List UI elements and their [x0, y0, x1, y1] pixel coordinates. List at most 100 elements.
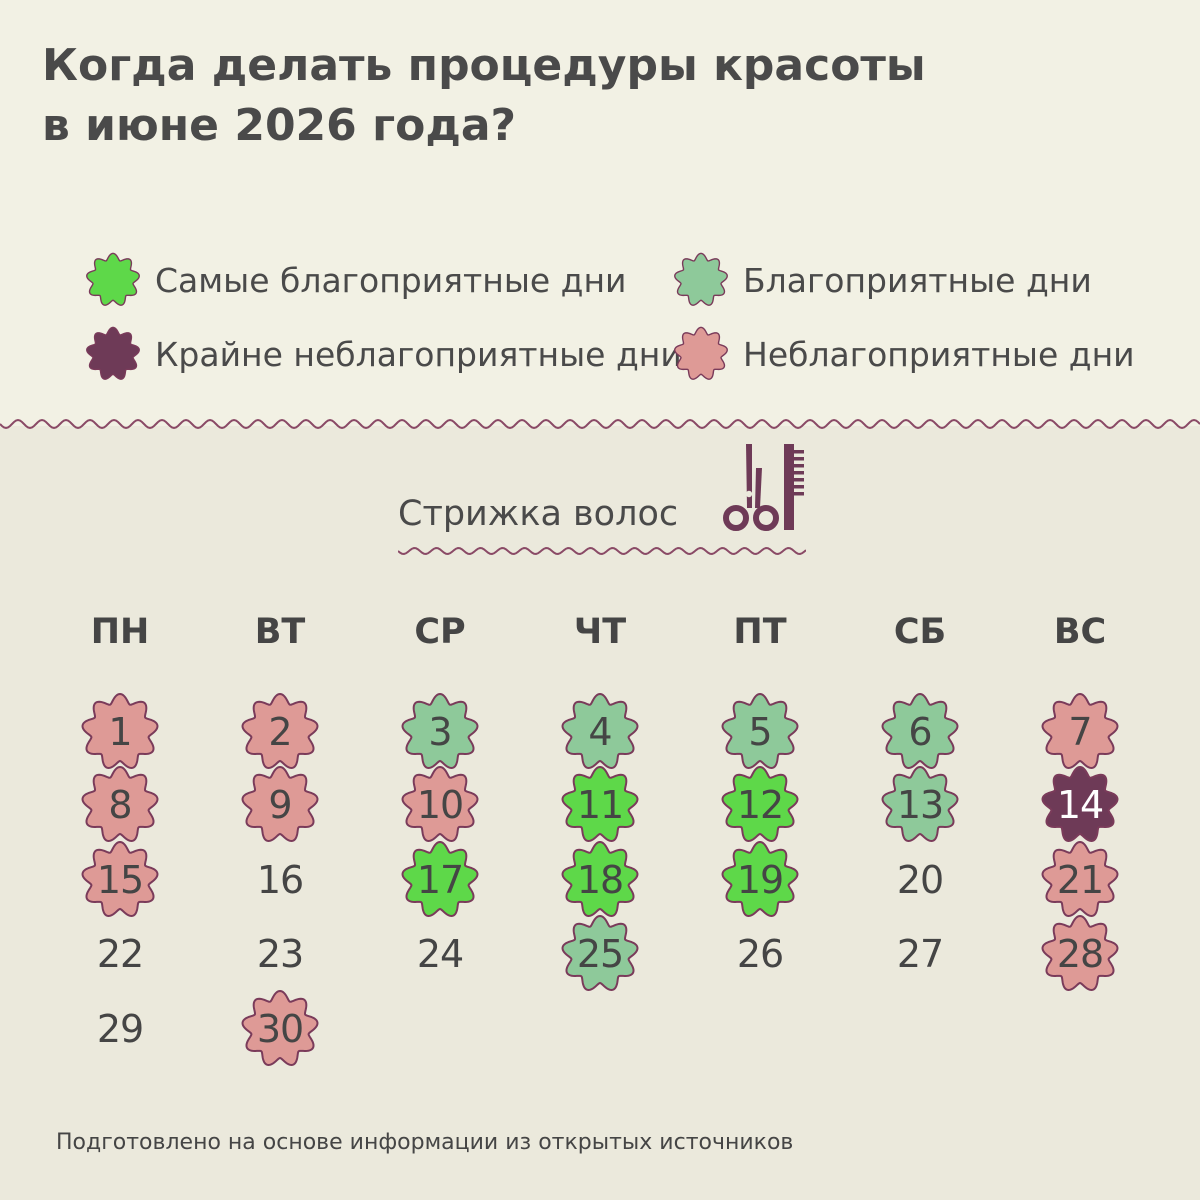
day-number: 10: [416, 783, 464, 827]
legend-extremely-unfavorable: Крайне неблагоприятные дни: [85, 326, 682, 382]
day-number: 11: [576, 783, 624, 827]
calendar-day: 4: [560, 692, 640, 772]
day-number: 5: [748, 710, 772, 754]
day-marker-favorable: [401, 692, 479, 769]
day-number: 22: [96, 932, 144, 976]
weekday-fri: ПТ: [733, 612, 787, 652]
extremely-unfavorable-blob-icon: [86, 326, 140, 380]
day-number: 7: [1068, 710, 1092, 754]
calendar-day: 25: [560, 914, 640, 994]
day-marker-unfavorable: [81, 765, 159, 842]
calendar-day: 13: [880, 765, 960, 845]
calendar-day: 10: [400, 765, 480, 845]
legend-unfavorable: Неблагоприятные дни: [673, 326, 1135, 382]
day-marker-favorable: [881, 765, 959, 842]
page-title-line-1: Когда делать процедуры красоты: [42, 40, 926, 91]
legend-unfavorable-label: Неблагоприятные дни: [743, 334, 1135, 374]
weekday-mon: ПН: [90, 612, 150, 652]
weekday-sat: СБ: [893, 612, 947, 652]
day-number: 23: [256, 932, 304, 976]
day-marker-unfavorable: [241, 692, 319, 769]
wavy-divider: [0, 418, 1200, 430]
calendar-day: 28: [1040, 914, 1120, 994]
calendar-day: 6: [880, 692, 960, 772]
day-number: 4: [588, 710, 612, 754]
calendar-day: 12: [720, 765, 800, 845]
day-number: 26: [736, 932, 784, 976]
legend-most-favorable-label: Самые благоприятные дни: [155, 260, 627, 300]
day-number: 19: [736, 858, 784, 902]
day-number: 13: [896, 783, 944, 827]
calendar-day: 7: [1040, 692, 1120, 772]
day-marker-unfavorable: [1041, 840, 1119, 917]
legend-extremely-unfavorable-label: Крайне неблагоприятные дни: [155, 334, 682, 374]
legend-favorable: Благоприятные дни: [673, 252, 1092, 308]
weekday-wed: СР: [414, 612, 466, 652]
day-marker-unfavorable: [241, 765, 319, 842]
page-title: Когда делать процедуры красоты в июне 20…: [42, 36, 1142, 156]
weekday-thu: ЧТ: [573, 612, 627, 652]
day-number: 2: [268, 710, 292, 754]
day-marker-unfavorable: [1041, 692, 1119, 769]
day-number: 8: [108, 783, 132, 827]
calendar-day: 26: [720, 914, 800, 994]
legend-favorable-label: Благоприятные дни: [743, 260, 1092, 300]
calendar-day: 8: [80, 765, 160, 845]
day-number: 17: [416, 858, 464, 902]
calendar-day: 24: [400, 914, 480, 994]
day-number: 6: [908, 710, 932, 754]
day-marker-favorable: [561, 692, 639, 769]
day-number: 3: [428, 710, 452, 754]
day-number: 30: [256, 1007, 304, 1051]
day-number: 21: [1056, 858, 1104, 902]
calendar-day: 30: [240, 989, 320, 1069]
day-marker-favorable: [881, 692, 959, 769]
section-title: Стрижка волос: [398, 494, 679, 534]
day-number: 28: [1056, 932, 1104, 976]
calendar-day: 2: [240, 692, 320, 772]
day-marker-unfavorable: [81, 840, 159, 917]
most-favorable-blob-icon: [86, 252, 140, 306]
footer-note: Подготовлено на основе информации из отк…: [56, 1130, 794, 1155]
calendar-day: 19: [720, 840, 800, 920]
scissors-comb-icon: [723, 444, 804, 531]
calendar-day: 29: [80, 989, 160, 1069]
calendar-day: 5: [720, 692, 800, 772]
day-number: 24: [416, 932, 464, 976]
day-marker-most-favorable: [561, 765, 639, 842]
day-number: 20: [896, 858, 944, 902]
weekday-tue: ВТ: [254, 612, 306, 652]
day-marker-extremely-unfavorable: [1041, 765, 1119, 842]
weekday-sun: ВС: [1053, 612, 1107, 652]
day-marker-unfavorable: [1041, 914, 1119, 991]
day-number: 9: [268, 783, 292, 827]
day-marker-most-favorable: [721, 765, 799, 842]
day-marker-most-favorable: [401, 840, 479, 917]
unfavorable-blob-icon: [674, 326, 728, 380]
day-marker-favorable: [561, 914, 639, 991]
day-number: 1: [108, 710, 132, 754]
calendar-day: 16: [240, 840, 320, 920]
calendar-day: 20: [880, 840, 960, 920]
legend-most-favorable: Самые благоприятные дни: [85, 252, 627, 308]
calendar-day: 11: [560, 765, 640, 845]
day-number: 29: [96, 1007, 144, 1051]
favorable-blob-icon: [674, 252, 728, 306]
calendar-day: 14: [1040, 765, 1120, 845]
calendar-day: 21: [1040, 840, 1120, 920]
page-title-line-2: в июне 2026 года?: [42, 100, 517, 151]
section-title-underline: [398, 547, 806, 555]
calendar-day: 27: [880, 914, 960, 994]
calendar-day: 1: [80, 692, 160, 772]
calendar-day: 15: [80, 840, 160, 920]
day-marker-unfavorable: [401, 765, 479, 842]
day-number: 27: [896, 932, 944, 976]
calendar-day: 22: [80, 914, 160, 994]
day-number: 18: [576, 858, 624, 902]
day-number: 14: [1056, 783, 1104, 827]
day-number: 25: [576, 932, 624, 976]
calendar-day: 3: [400, 692, 480, 772]
calendar-day: 18: [560, 840, 640, 920]
day-number: 16: [256, 858, 304, 902]
day-marker-unfavorable: [81, 692, 159, 769]
